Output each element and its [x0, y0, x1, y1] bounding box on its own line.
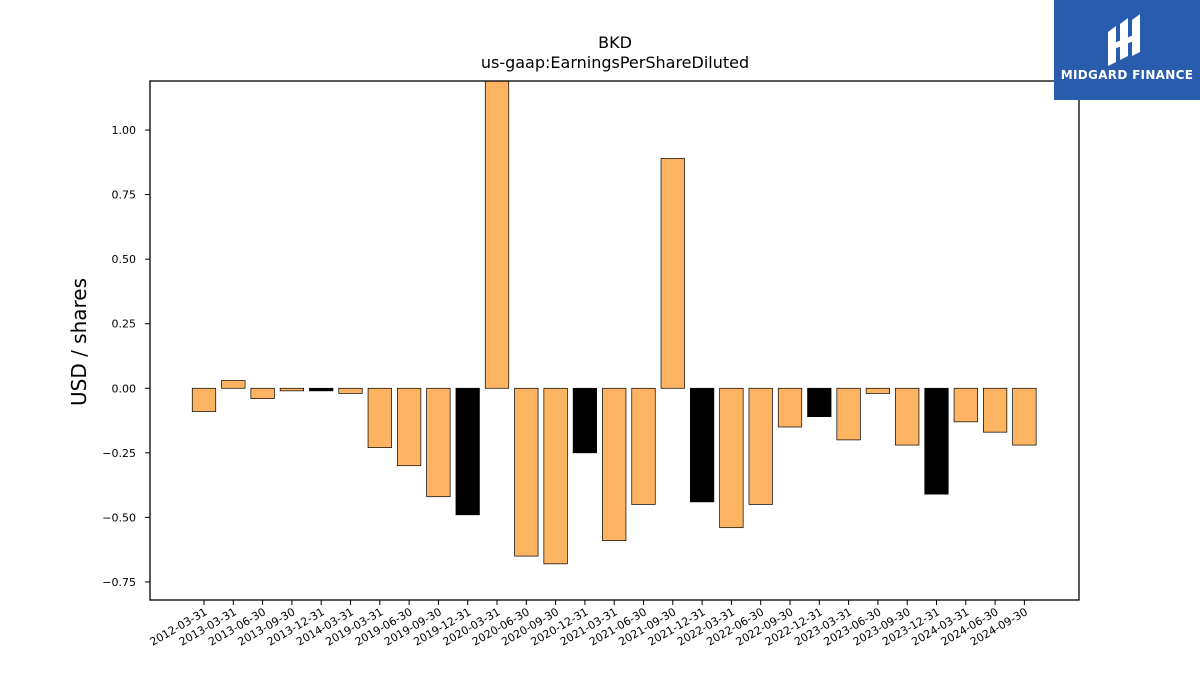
y-tick-label: 0.75 — [112, 189, 137, 202]
bar — [250, 387, 275, 399]
bar — [924, 387, 949, 495]
bar — [689, 387, 715, 503]
y-tick-label: 0.00 — [112, 382, 137, 395]
bar — [777, 387, 803, 428]
y-tick-label: −0.25 — [102, 447, 136, 460]
bar — [660, 158, 685, 389]
y-axis-label: USD / shares — [67, 278, 91, 406]
y-tick-label: 1.00 — [112, 124, 137, 137]
bar — [191, 387, 217, 412]
bar — [279, 387, 304, 392]
y-tick-label: 0.25 — [112, 318, 137, 331]
chart-subtitle: us-gaap:EarningsPerShareDiluted — [481, 53, 749, 72]
bar — [367, 387, 392, 449]
bar — [514, 387, 539, 557]
bar — [338, 387, 363, 394]
bar — [455, 387, 480, 516]
plot-frame — [149, 80, 1080, 601]
bar — [807, 387, 832, 418]
bar — [602, 387, 627, 541]
bar — [572, 387, 598, 454]
bar — [748, 387, 773, 505]
bar — [1012, 387, 1037, 446]
brand-logo: MIDGARD FINANCE — [1054, 0, 1200, 100]
bar — [484, 80, 510, 389]
x-axis: 2012-03-312013-03-312013-06-302013-09-30… — [148, 600, 1030, 649]
bar — [719, 387, 744, 529]
y-tick-label: −0.50 — [102, 511, 136, 524]
bar-series — [191, 80, 1037, 565]
midgard-logo-icon — [1108, 14, 1140, 66]
bar — [895, 387, 920, 446]
y-axis: 1.00 0.75 0.50 0.25 0.00 −0.25 −0.50 −0.75 — [102, 124, 150, 589]
bar — [397, 387, 422, 467]
y-tick-label: 0.50 — [112, 253, 137, 266]
y-tick-label: −0.75 — [102, 576, 136, 589]
bar — [953, 387, 978, 423]
bar — [836, 387, 861, 441]
bar — [631, 387, 656, 505]
chart-title: BKD — [598, 33, 632, 52]
bar — [309, 387, 334, 392]
bar — [865, 387, 891, 394]
bar — [982, 387, 1008, 433]
brand-name: MIDGARD FINANCE — [1060, 68, 1194, 82]
bar — [543, 387, 568, 565]
bar — [426, 387, 451, 498]
bar — [221, 380, 246, 389]
